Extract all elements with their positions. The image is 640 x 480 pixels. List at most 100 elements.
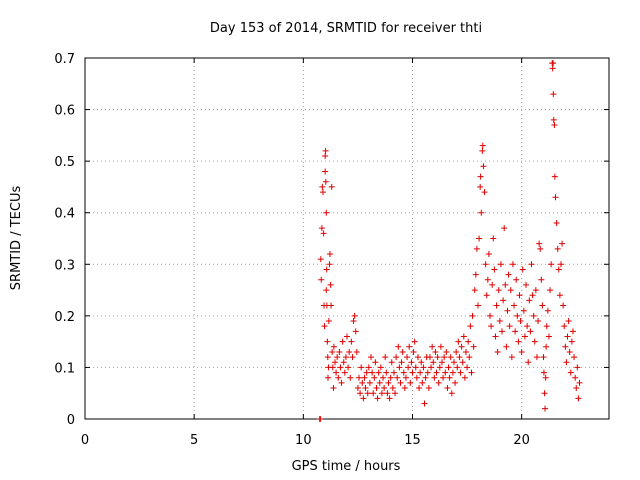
y-tick-label: 0.4 bbox=[54, 207, 75, 222]
data-point bbox=[396, 364, 403, 371]
data-point bbox=[565, 318, 572, 325]
data-point bbox=[377, 364, 384, 371]
data-point bbox=[476, 235, 483, 242]
data-point bbox=[562, 343, 569, 350]
data-point bbox=[446, 374, 453, 381]
data-point bbox=[450, 359, 457, 366]
data-point bbox=[327, 281, 334, 288]
data-point bbox=[401, 385, 408, 392]
y-tick-label: 0.7 bbox=[54, 52, 75, 67]
data-point bbox=[371, 374, 378, 381]
data-point bbox=[505, 271, 512, 278]
data-point bbox=[322, 152, 329, 159]
data-point bbox=[506, 323, 513, 330]
data-point bbox=[477, 173, 484, 180]
data-point bbox=[513, 276, 520, 283]
data-point bbox=[563, 359, 570, 366]
data-point bbox=[569, 328, 576, 335]
data-point bbox=[319, 189, 326, 196]
data-point bbox=[357, 390, 364, 397]
data-point bbox=[457, 369, 464, 376]
data-point bbox=[395, 343, 402, 350]
data-point bbox=[407, 379, 414, 386]
data-point bbox=[366, 379, 373, 386]
data-point bbox=[557, 261, 564, 268]
data-point bbox=[385, 379, 392, 386]
data-point bbox=[400, 369, 407, 376]
data-point bbox=[399, 348, 406, 355]
data-point bbox=[521, 333, 528, 340]
data-point bbox=[503, 343, 510, 350]
data-point bbox=[508, 354, 515, 361]
data-point bbox=[351, 312, 358, 319]
data-point bbox=[472, 271, 479, 278]
data-point bbox=[414, 354, 421, 361]
data-point bbox=[324, 354, 331, 361]
data-point bbox=[445, 364, 452, 371]
data-point bbox=[462, 348, 469, 355]
data-point bbox=[380, 374, 387, 381]
y-axis-label: SRMTID / TECUs bbox=[9, 186, 24, 291]
data-point bbox=[337, 364, 344, 371]
data-point bbox=[340, 359, 347, 366]
data-point bbox=[393, 354, 400, 361]
data-point bbox=[325, 318, 332, 325]
data-point bbox=[389, 385, 396, 392]
data-point bbox=[358, 364, 365, 371]
data-point bbox=[448, 390, 455, 397]
data-point bbox=[535, 318, 542, 325]
data-point bbox=[322, 178, 329, 185]
data-point bbox=[491, 266, 498, 273]
x-tick-label: 20 bbox=[513, 433, 530, 448]
y-tick-label: 0 bbox=[67, 413, 75, 428]
data-point bbox=[460, 333, 467, 340]
data-point bbox=[394, 374, 401, 381]
data-point bbox=[363, 369, 370, 376]
data-point bbox=[422, 374, 429, 381]
data-point bbox=[435, 379, 442, 386]
data-point bbox=[318, 276, 325, 283]
data-point bbox=[376, 379, 383, 386]
data-point bbox=[432, 348, 439, 355]
data-point bbox=[571, 354, 578, 361]
data-point bbox=[325, 374, 332, 381]
data-point bbox=[342, 354, 349, 361]
data-point bbox=[542, 374, 549, 381]
data-point bbox=[501, 225, 508, 232]
data-point bbox=[397, 379, 404, 386]
data-point bbox=[497, 261, 504, 268]
data-point bbox=[442, 369, 449, 376]
data-point bbox=[382, 354, 389, 361]
data-point bbox=[576, 379, 583, 386]
data-point bbox=[475, 302, 481, 309]
data-point bbox=[331, 359, 338, 366]
data-point bbox=[338, 379, 345, 386]
data-point bbox=[530, 312, 537, 319]
data-point bbox=[381, 385, 388, 392]
data-point bbox=[529, 292, 536, 299]
data-point bbox=[410, 348, 417, 355]
data-point bbox=[437, 343, 444, 350]
data-point bbox=[575, 395, 582, 402]
data-point bbox=[490, 235, 497, 242]
data-point bbox=[436, 364, 443, 371]
data-point bbox=[517, 318, 524, 325]
data-point bbox=[321, 323, 328, 330]
data-point bbox=[493, 302, 500, 309]
data-point bbox=[502, 281, 509, 288]
data-point bbox=[375, 369, 382, 376]
data-point bbox=[428, 364, 435, 371]
data-point bbox=[413, 374, 420, 381]
data-point bbox=[333, 369, 340, 376]
data-point bbox=[456, 354, 463, 361]
data-point bbox=[383, 369, 390, 376]
data-point bbox=[549, 65, 556, 72]
data-point bbox=[330, 385, 337, 392]
data-point bbox=[323, 266, 330, 273]
data-point bbox=[364, 390, 371, 397]
data-point bbox=[511, 302, 518, 309]
data-point bbox=[324, 338, 331, 345]
data-point bbox=[444, 385, 451, 392]
data-point bbox=[482, 261, 489, 268]
data-point bbox=[531, 338, 538, 345]
